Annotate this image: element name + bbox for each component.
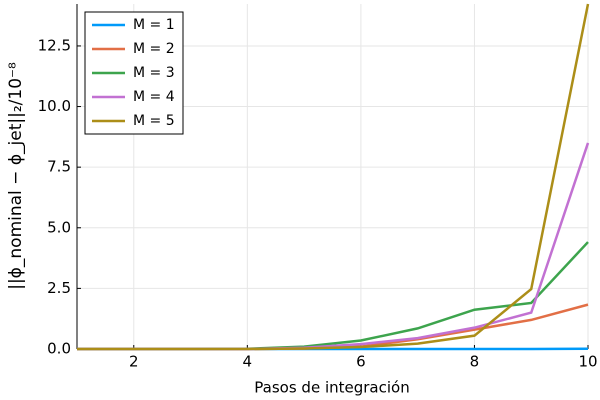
legend: M = 1 M = 2 M = 3 M = 4 M = 5 bbox=[84, 11, 184, 135]
x-tick-label: 10 bbox=[578, 353, 597, 371]
x-tick-label: 8 bbox=[470, 353, 480, 371]
y-tick-label: 12.5 bbox=[38, 36, 71, 54]
y-tick-label: 0.0 bbox=[47, 340, 71, 358]
x-tick-label: 6 bbox=[356, 353, 366, 371]
y-tick-label: 10.0 bbox=[38, 97, 71, 115]
series-line bbox=[77, 3, 590, 351]
legend-label: M = 1 bbox=[133, 17, 175, 33]
series-line bbox=[77, 241, 589, 351]
legend-label: M = 2 bbox=[133, 41, 175, 57]
legend-label: M = 4 bbox=[133, 89, 175, 105]
x-axis-label: Pasos de integración bbox=[254, 379, 409, 397]
series-line bbox=[77, 142, 590, 351]
y-axis-label: ||ϕ_nominal − ϕ_jet||₂/10⁻⁸ bbox=[6, 62, 26, 290]
legend-label: M = 3 bbox=[133, 65, 175, 81]
x-tick-label: 2 bbox=[129, 353, 139, 371]
y-tick-label: 7.5 bbox=[47, 158, 71, 176]
y-tick-label: 2.5 bbox=[47, 279, 71, 297]
x-tick-label: 4 bbox=[243, 353, 253, 371]
y-tick-label: 5.0 bbox=[47, 218, 71, 236]
legend-label: M = 5 bbox=[133, 113, 175, 129]
